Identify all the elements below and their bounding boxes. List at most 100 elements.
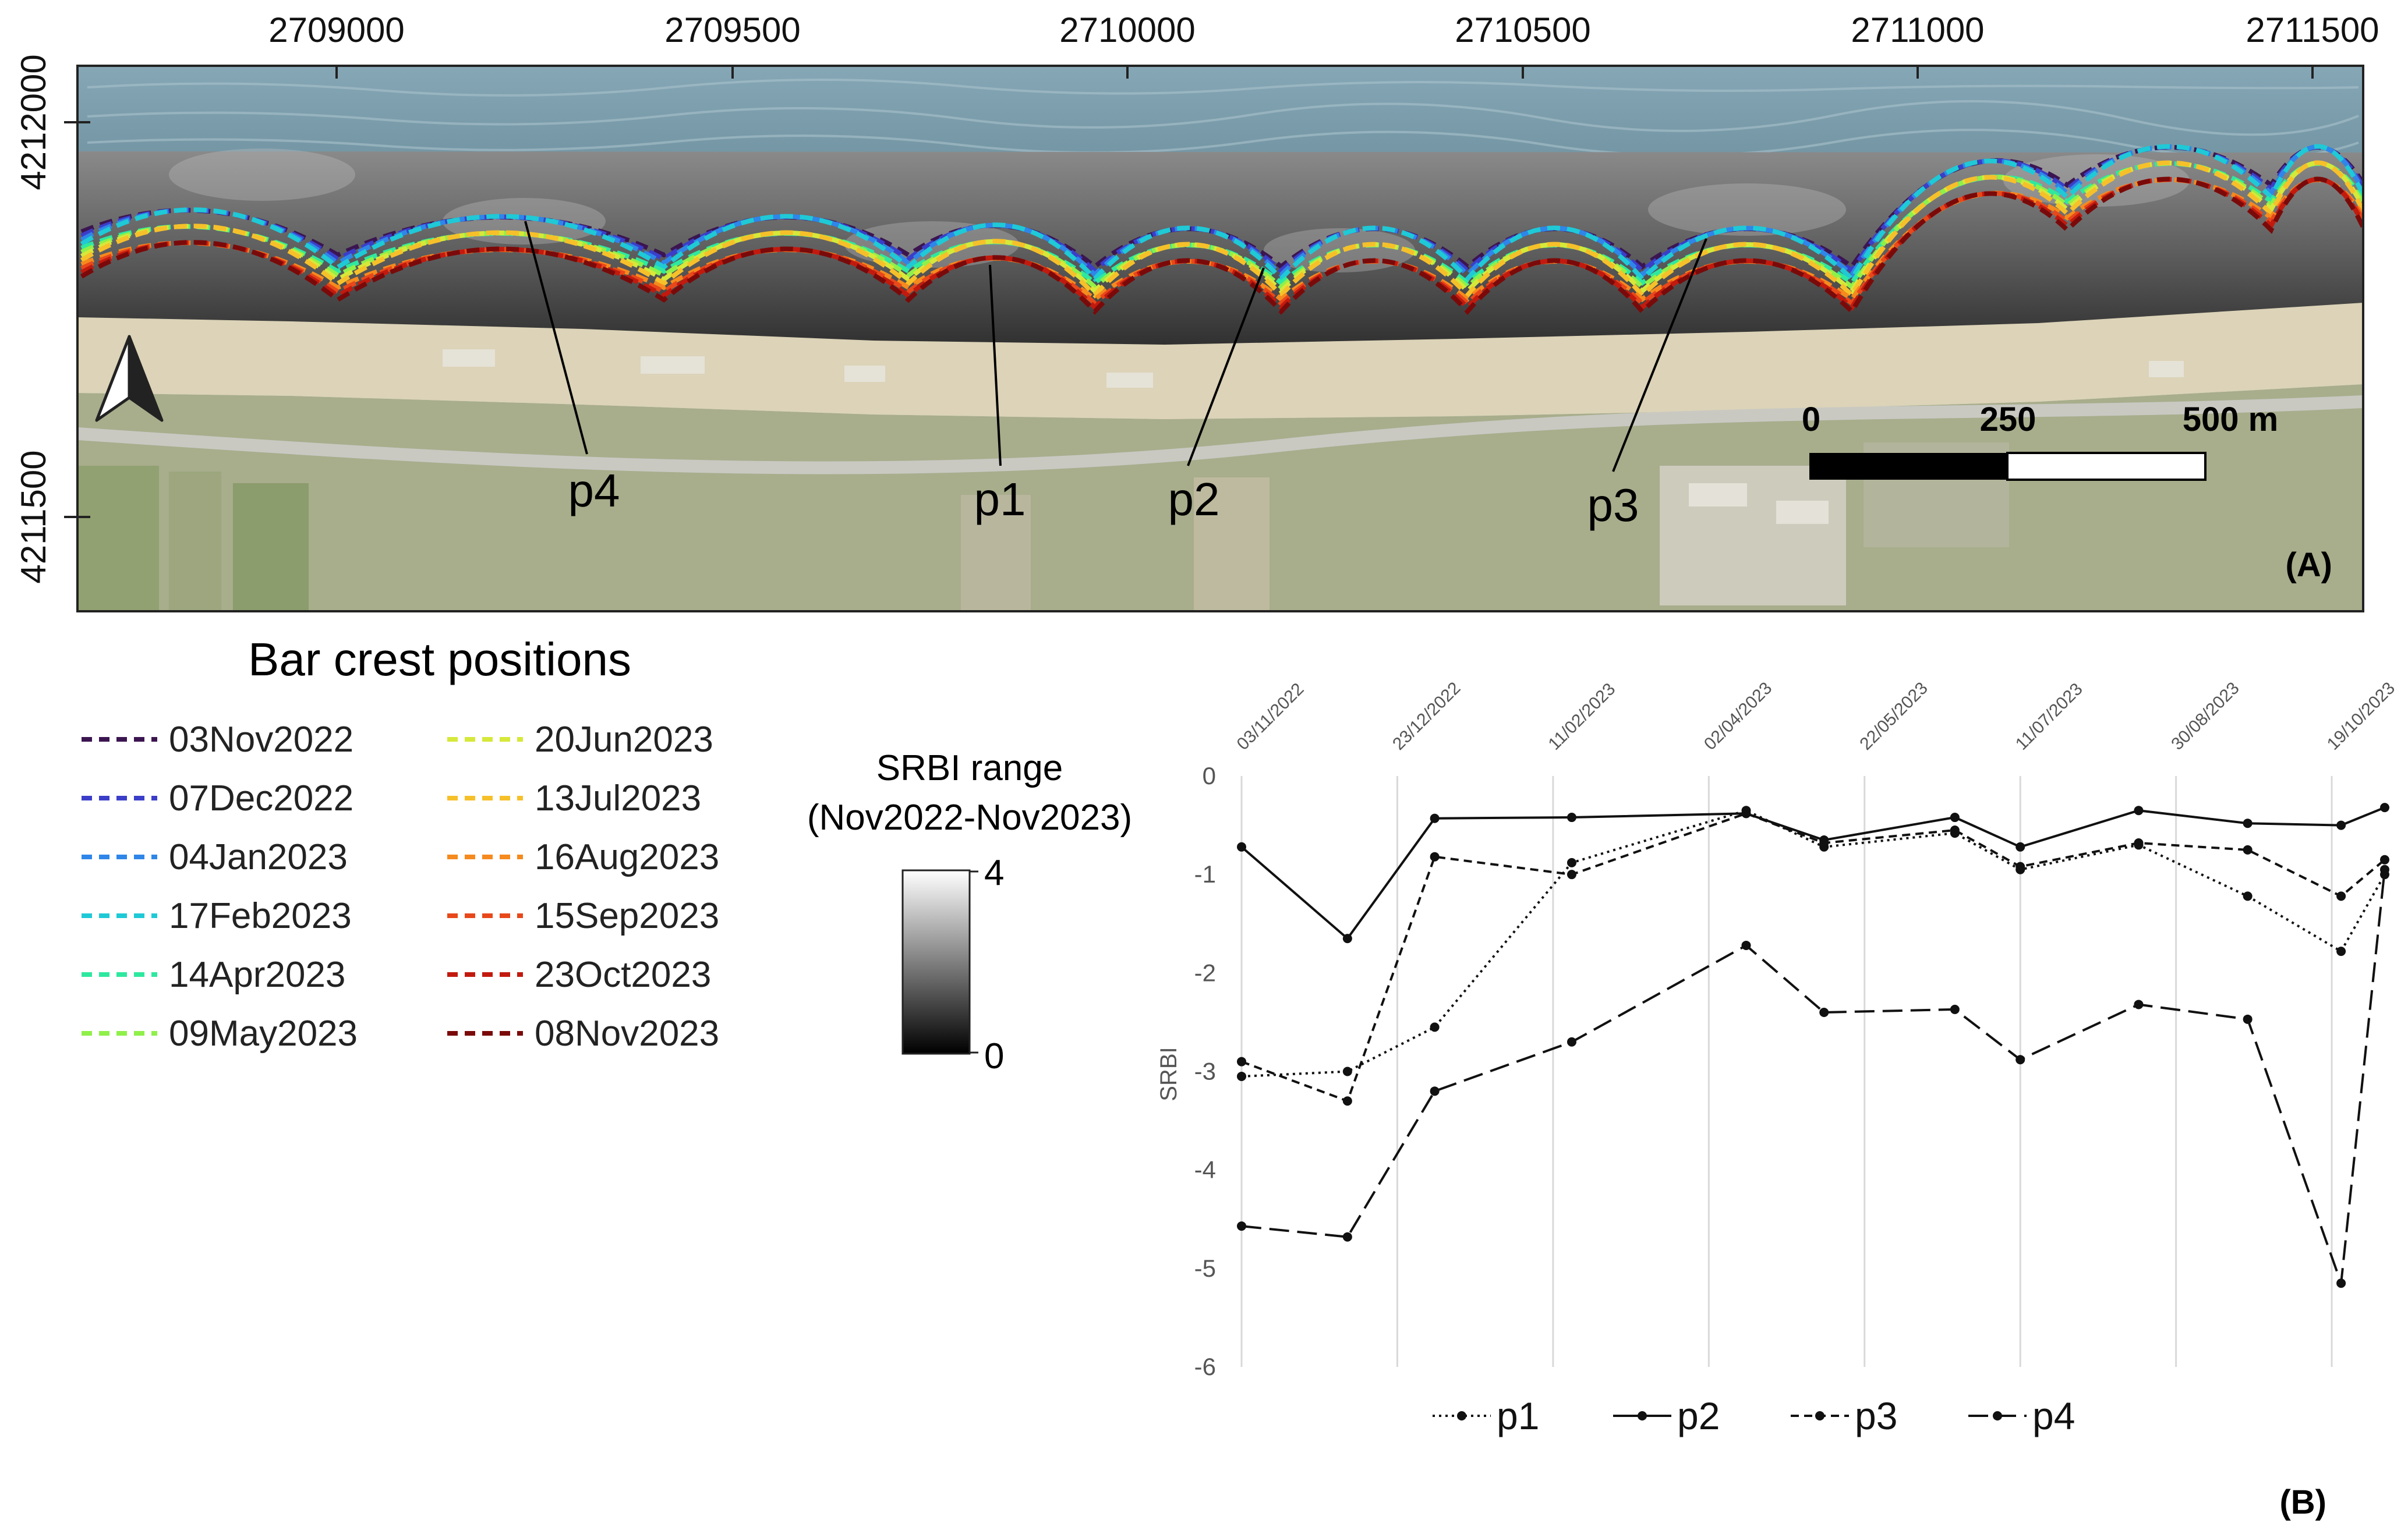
legend-label: 17Feb2023 xyxy=(169,896,352,936)
buildings xyxy=(443,349,2184,524)
nearshore-srbi-raster xyxy=(77,151,2363,356)
data-point-p4 xyxy=(1430,1086,1440,1096)
chart-legend-label: p3 xyxy=(1855,1394,1897,1437)
data-point-p3 xyxy=(2015,862,2025,871)
chart-x-tick-label: 30/08/2023 xyxy=(2167,678,2243,754)
data-point-p3 xyxy=(2243,845,2253,855)
data-point-p2 xyxy=(2243,819,2253,828)
legend-item: 14Apr2023 xyxy=(82,955,345,995)
chart-legend-marker xyxy=(1457,1411,1466,1420)
data-point-p1 xyxy=(1567,858,1576,867)
data-point-p4 xyxy=(1950,1004,1960,1014)
chart-y-tick-label: -2 xyxy=(1194,959,1216,986)
chart-x-tick-label: 11/02/2023 xyxy=(1544,679,1619,754)
data-point-p1 xyxy=(2336,947,2346,956)
chart-y-tick-label: -3 xyxy=(1194,1058,1216,1085)
scale-label-0: 0 xyxy=(1802,401,1820,438)
data-point-p4 xyxy=(2336,1278,2346,1288)
data-point-p2 xyxy=(2336,820,2346,830)
legend-label: 08Nov2023 xyxy=(535,1014,719,1054)
chart-legend-marker xyxy=(1993,1411,2002,1420)
profile-label-p2: p2 xyxy=(1168,473,1220,525)
data-point-p3 xyxy=(2380,855,2389,865)
legend-item: 20Jun2023 xyxy=(447,720,713,760)
profile-label-p1: p1 xyxy=(974,473,1026,525)
legend-item: 16Aug2023 xyxy=(447,837,719,877)
data-point-p2 xyxy=(2015,842,2025,852)
chart-legend-label: p1 xyxy=(1497,1394,1539,1437)
data-point-p3 xyxy=(1342,1096,1352,1106)
panel-label-a: (A) xyxy=(2285,546,2332,584)
data-point-p1 xyxy=(1430,1022,1440,1032)
legend-item: 03Nov2022 xyxy=(82,720,353,760)
chart-x-tick-label: 22/05/2023 xyxy=(1856,678,1932,754)
data-point-p2 xyxy=(1950,813,1960,823)
data-point-p4 xyxy=(1741,940,1751,950)
map-frame xyxy=(76,65,2364,612)
chart-legend-marker xyxy=(1638,1411,1647,1420)
profile-label-p3: p3 xyxy=(1587,479,1639,531)
data-point-p2 xyxy=(2380,803,2389,813)
profile-label-p4: p4 xyxy=(568,465,620,516)
data-point-p3 xyxy=(1567,870,1576,880)
map-x-tick-label: 2709500 xyxy=(664,10,801,49)
chart-x-tick-label: 23/12/2022 xyxy=(1389,678,1465,754)
data-point-p4 xyxy=(1342,1232,1352,1242)
map-x-tick-label: 2711500 xyxy=(2246,10,2379,49)
series-line-p2 xyxy=(1240,806,2385,941)
legend-label: 07Dec2022 xyxy=(169,778,353,819)
data-point-p3 xyxy=(1430,852,1440,862)
chart-x-tick-label: 19/10/2023 xyxy=(2324,678,2399,754)
map-y-tick-label: 4211500 xyxy=(14,450,53,583)
bar-crest-lines xyxy=(80,144,2363,316)
chart-x-tick-label: 03/11/2022 xyxy=(1233,679,1308,754)
data-point-p4 xyxy=(1819,1008,1829,1017)
data-point-p4 xyxy=(1567,1037,1576,1047)
map-x-ticks: 2709000 2709500 2710000 2710500 2711000 27115… xyxy=(268,10,2379,79)
data-point-p3 xyxy=(1950,826,1960,835)
colorbar-max-label: 4 xyxy=(984,853,1004,893)
series-line-p3 xyxy=(1241,812,2386,1103)
chart-x-tick-label: 11/07/2023 xyxy=(2012,679,2087,754)
scale-label-250: 250 xyxy=(1980,401,2036,438)
data-point-p2 xyxy=(2134,806,2144,816)
chart-legend-item: p2 xyxy=(1613,1394,1720,1437)
legend-label: 16Aug2023 xyxy=(535,837,719,877)
scale-bar: 0 250 500 m xyxy=(1802,401,2278,481)
beach xyxy=(77,303,2363,419)
legend-label: 15Sep2023 xyxy=(535,896,719,936)
legend-item: 13Jul2023 xyxy=(447,778,701,819)
legend-item: 07Dec2022 xyxy=(82,778,353,819)
legend-label: 03Nov2022 xyxy=(169,720,353,760)
map-x-tick-label: 2709000 xyxy=(268,10,405,49)
map-x-tick-label: 2710000 xyxy=(1059,10,1196,49)
chart-y-tick-label: -4 xyxy=(1194,1156,1216,1184)
legend-item: 09May2023 xyxy=(82,1014,358,1054)
legend-item: 08Nov2023 xyxy=(447,1014,719,1054)
series-line-p1 xyxy=(1241,809,2386,1078)
data-point-p3 xyxy=(2134,838,2144,848)
scale-label-500: 500 m xyxy=(2183,401,2278,438)
panel-label-b: (B) xyxy=(2279,1483,2326,1521)
legend: 03Nov2022 07Dec2022 04Jan2023 17Feb2023 14Ap… xyxy=(82,720,719,1054)
colorbar-min-label: 0 xyxy=(984,1036,1004,1076)
data-point-p4 xyxy=(2380,865,2389,874)
legend-item: 04Jan2023 xyxy=(82,837,348,877)
srbi-chart: 03/11/2022 23/12/2022 11/02/2023 02/04/2023… xyxy=(1194,678,2399,1437)
data-point-p1 xyxy=(2243,891,2253,901)
legend-item: 17Feb2023 xyxy=(82,896,352,936)
legend-label: 09May2023 xyxy=(169,1014,358,1054)
data-point-p4 xyxy=(2134,1000,2144,1009)
chart-y-tick-label: -1 xyxy=(1194,860,1216,888)
chart-legend-item: p3 xyxy=(1791,1394,1897,1437)
profile-line-p3 xyxy=(1612,238,1707,472)
profile-line-p2 xyxy=(1187,267,1265,466)
profile-line-p1 xyxy=(989,264,1002,466)
legend-label: 14Apr2023 xyxy=(169,955,345,995)
map-y-ticks: 4212000 4211500 xyxy=(14,54,90,584)
chart-legend-item: p1 xyxy=(1433,1394,1539,1437)
north-arrow-icon xyxy=(95,335,164,422)
chart-ylabel: SRBI xyxy=(1156,1047,1182,1101)
map-panel xyxy=(77,66,2363,611)
